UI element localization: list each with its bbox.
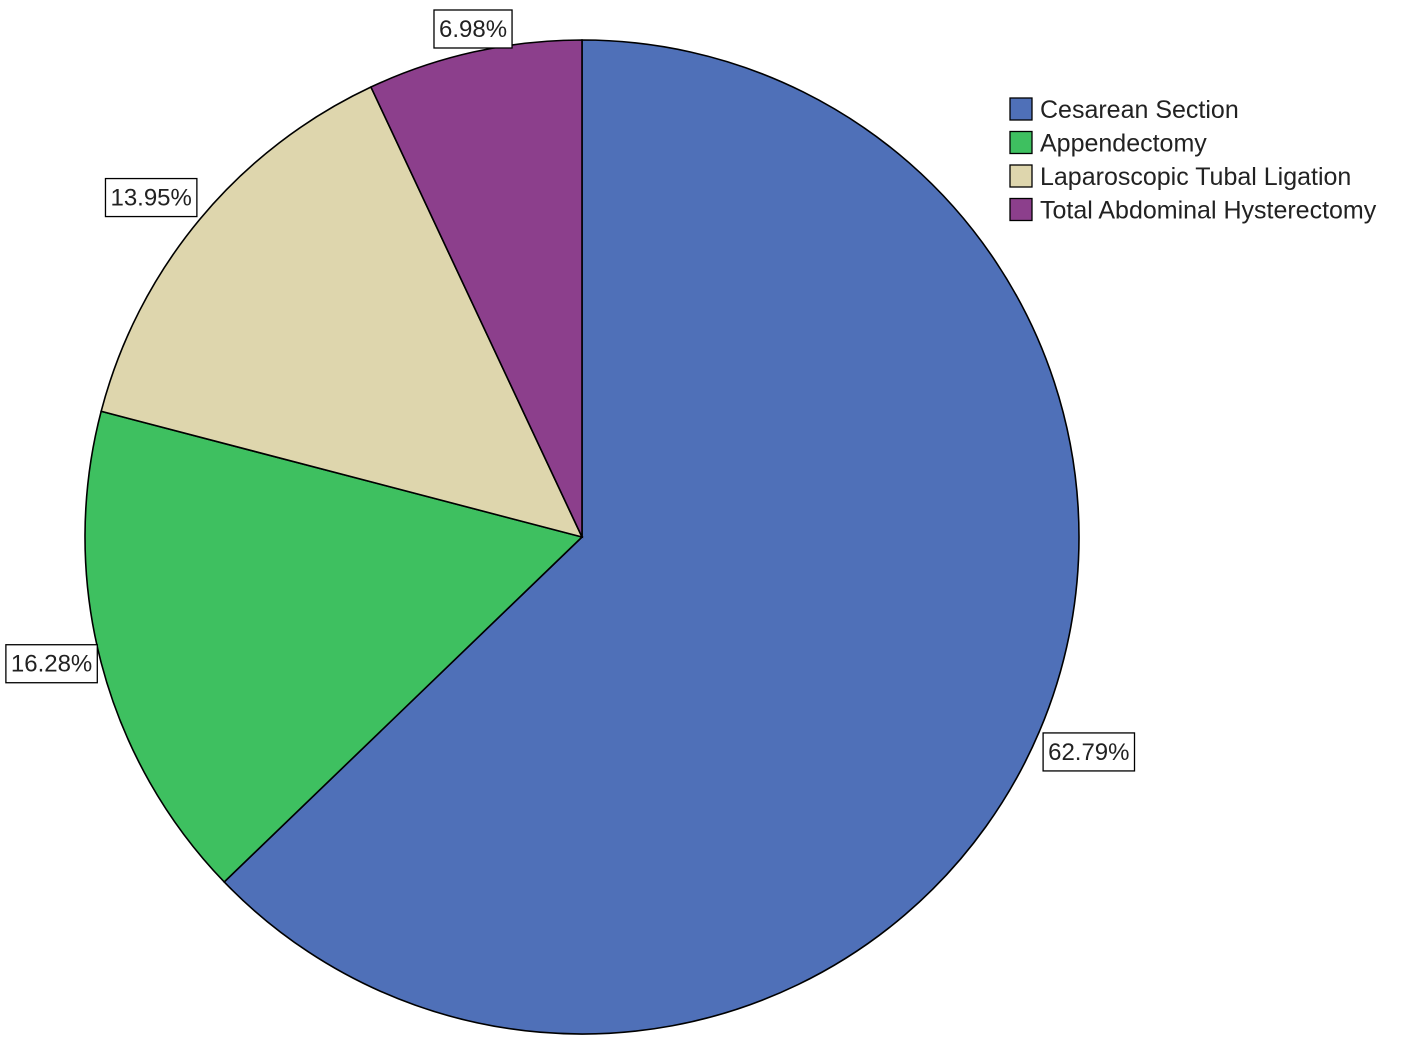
legend-item-total-abdominal-hysterectomy: Total Abdominal Hysterectomy xyxy=(1009,197,1377,225)
pie-slice-laparoscopic-tubal-ligation xyxy=(100,85,584,539)
legend-item-appendectomy: Appendectomy xyxy=(1009,130,1207,158)
pie-slice-appendectomy xyxy=(84,410,584,884)
data-labels: 62.79% 16.28% 13.95% 6.98% xyxy=(5,9,1136,772)
legend-label: Laparoscopic Tubal Ligation xyxy=(1040,163,1351,191)
legend-swatch xyxy=(1009,197,1033,222)
legend-item-laparoscopic-tubal-ligation: Laparoscopic Tubal Ligation xyxy=(1009,163,1351,191)
data-label-text: 62.79% xyxy=(1048,739,1129,766)
legend-swatch xyxy=(1009,97,1033,121)
legend-label: Appendectomy xyxy=(1040,130,1207,158)
pie-slice-cesarean-section xyxy=(223,39,1080,1035)
pie-slices xyxy=(84,39,1080,1035)
data-label-box xyxy=(1042,732,1136,772)
legend: Cesarean Section Appendectomy Laparoscopic… xyxy=(1009,96,1377,225)
legend-label: Total Abdominal Hysterectomy xyxy=(1040,197,1377,225)
data-label-box xyxy=(433,9,513,49)
data-label-appendectomy: 16.28% xyxy=(5,644,98,684)
data-label-cesarean-section: 62.79% xyxy=(1042,732,1136,772)
pie-slice-total-abdominal-hysterectomy xyxy=(369,39,583,538)
legend-swatch xyxy=(1009,164,1033,188)
data-label-total-abdominal-hysterectomy: 6.98% xyxy=(433,9,513,49)
legend-item-cesarean-section: Cesarean Section xyxy=(1009,96,1239,124)
legend-swatch xyxy=(1009,130,1033,155)
data-label-text: 13.95% xyxy=(110,185,191,212)
data-label-laparoscopic-tubal-ligation: 13.95% xyxy=(104,177,198,218)
data-label-box xyxy=(104,177,198,218)
legend-label: Cesarean Section xyxy=(1040,96,1239,124)
data-label-text: 6.98% xyxy=(439,16,507,43)
data-label-box xyxy=(5,644,98,684)
data-label-text: 16.28% xyxy=(11,651,92,678)
